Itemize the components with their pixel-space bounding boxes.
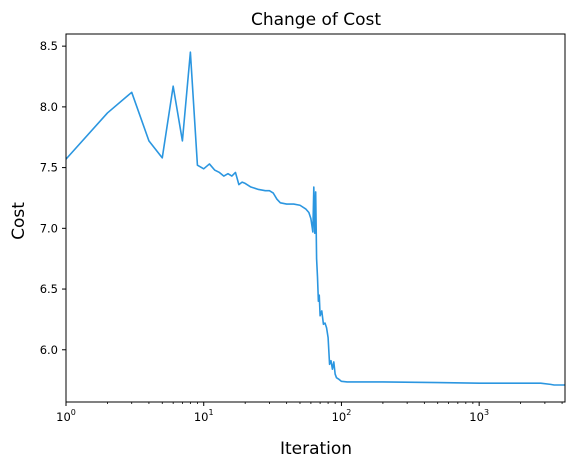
x-tick-label: 102: [332, 408, 352, 424]
y-tick-label: 8.0: [40, 100, 58, 114]
y-tick-label: 6.0: [40, 343, 58, 357]
y-tick-label: 7.5: [40, 161, 58, 175]
chart-title: Change of Cost: [251, 10, 381, 30]
x-axis-label: Iteration: [280, 439, 352, 459]
y-axis-ticks: 6.0 6.5 7.0 7.5 8.0 8.5: [40, 39, 66, 357]
series-layer: [65, 51, 565, 386]
x-axis-ticks: 100 101 102 103: [56, 402, 563, 424]
y-axis-label: Cost: [9, 202, 29, 240]
x-tick-label: 103: [469, 408, 489, 424]
y-tick-label: 7.0: [40, 221, 58, 235]
cost-series-line-0: [65, 51, 565, 386]
y-tick-label: 6.5: [40, 282, 58, 296]
y-tick-label: 8.5: [40, 39, 58, 53]
plot-frame: [65, 33, 566, 403]
x-tick-label: 101: [194, 408, 214, 424]
x-tick-label: 100: [56, 408, 76, 424]
plot-area: 100 101 102 103 6.0 6.5 7.0 7.5 8.0 8.5: [40, 33, 566, 424]
